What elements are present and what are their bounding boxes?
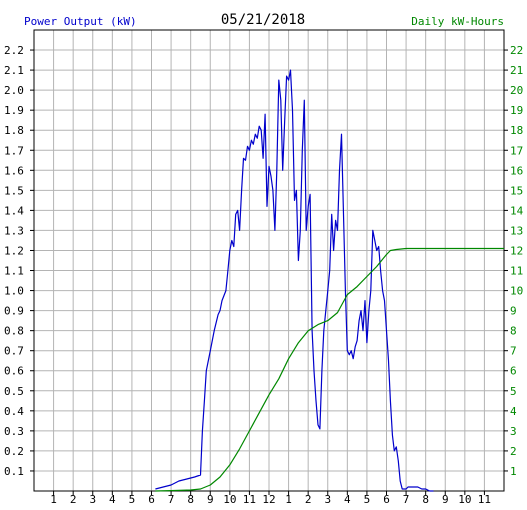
x-tick-label: 12: [262, 493, 275, 506]
left-tick-label: 0.3: [4, 425, 24, 438]
daily-kwh-series-line: [155, 247, 504, 492]
left-tick-label: 1.9: [4, 104, 24, 117]
left-tick-label: 1.6: [4, 164, 24, 177]
power-output-series-line: [155, 69, 434, 492]
left-tick-label: 1.3: [4, 224, 24, 237]
left-tick-label: 0.7: [4, 345, 24, 358]
right-axis-label: Daily kW-Hours: [411, 15, 504, 28]
right-tick-label: 1: [510, 465, 517, 478]
x-tick-label: 8: [187, 493, 194, 506]
right-tick-label: 14: [510, 204, 524, 217]
left-tick-label: 0.6: [4, 365, 24, 378]
x-tick-label: 11: [243, 493, 256, 506]
left-tick-label: 2.1: [4, 64, 24, 77]
left-tick-label: 0.4: [4, 405, 24, 418]
x-tick-label: 5: [129, 493, 136, 506]
chart-grid: [34, 30, 504, 491]
right-tick-label: 16: [510, 164, 523, 177]
x-tick-label: 9: [207, 493, 214, 506]
left-tick-label: 1.2: [4, 244, 24, 257]
right-tick-label: 10: [510, 285, 523, 298]
left-tick-label: 0.1: [4, 465, 24, 478]
x-tick-label: 7: [168, 493, 175, 506]
x-tick-label: 3: [89, 493, 96, 506]
x-tick-label: 6: [383, 493, 390, 506]
right-tick-label: 12: [510, 244, 523, 257]
right-tick-label: 21: [510, 64, 523, 77]
right-tick-label: 19: [510, 104, 523, 117]
x-tick-label: 9: [442, 493, 449, 506]
x-tick-label: 8: [422, 493, 429, 506]
x-tick-label: 10: [458, 493, 471, 506]
x-tick-label: 2: [70, 493, 77, 506]
x-axis-ticks: 1 2 3 4 5 6 7 8 9 10 11 12 1 2 3 4 5 6 7 8 9 10 11: [50, 491, 491, 506]
left-tick-label: 0.9: [4, 305, 24, 318]
x-tick-label: 11: [478, 493, 491, 506]
left-tick-label: 2.0: [4, 84, 24, 97]
right-tick-label: 5: [510, 385, 517, 398]
left-tick-label: 0.2: [4, 445, 24, 458]
left-axis-label: Power Output (kW): [24, 15, 137, 28]
left-tick-label: 2.2: [4, 44, 24, 57]
left-tick-label: 0.8: [4, 325, 24, 338]
right-tick-label: 13: [510, 224, 523, 237]
x-tick-label: 4: [344, 493, 351, 506]
right-tick-label: 7: [510, 345, 517, 358]
x-tick-label: 7: [403, 493, 410, 506]
left-tick-label: 1.5: [4, 184, 24, 197]
x-tick-label: 6: [148, 493, 155, 506]
left-tick-label: 1.7: [4, 144, 24, 157]
right-tick-label: 11: [510, 265, 523, 278]
right-tick-label: 9: [510, 305, 517, 318]
right-tick-label: 17: [510, 144, 523, 157]
left-tick-label: 1.0: [4, 285, 24, 298]
left-tick-label: 0.5: [4, 385, 24, 398]
x-tick-label: 1: [285, 493, 292, 506]
right-tick-label: 2: [510, 445, 517, 458]
series-layer: [155, 69, 504, 492]
x-tick-label: 1: [50, 493, 57, 506]
x-tick-label: 3: [324, 493, 331, 506]
right-tick-label: 6: [510, 365, 517, 378]
right-tick-label: 3: [510, 425, 517, 438]
x-tick-label: 10: [223, 493, 236, 506]
right-tick-label: 20: [510, 84, 523, 97]
right-tick-label: 22: [510, 44, 523, 57]
right-tick-label: 8: [510, 325, 517, 338]
left-axis-ticks: 0.1 0.2 0.3 0.4 0.5 0.6 0.7 0.8 0.9 1.0 1.1 1.2 1.3 1…: [4, 44, 34, 478]
right-tick-label: 15: [510, 184, 523, 197]
right-tick-label: 18: [510, 124, 523, 137]
right-tick-label: 4: [510, 405, 517, 418]
left-tick-label: 1.1: [4, 265, 24, 278]
x-tick-label: 2: [305, 493, 312, 506]
left-tick-label: 1.4: [4, 204, 24, 217]
left-tick-label: 1.8: [4, 124, 24, 137]
x-tick-label: 5: [364, 493, 371, 506]
x-tick-label: 4: [109, 493, 116, 506]
chart-title-date: 05/21/2018: [221, 12, 305, 28]
